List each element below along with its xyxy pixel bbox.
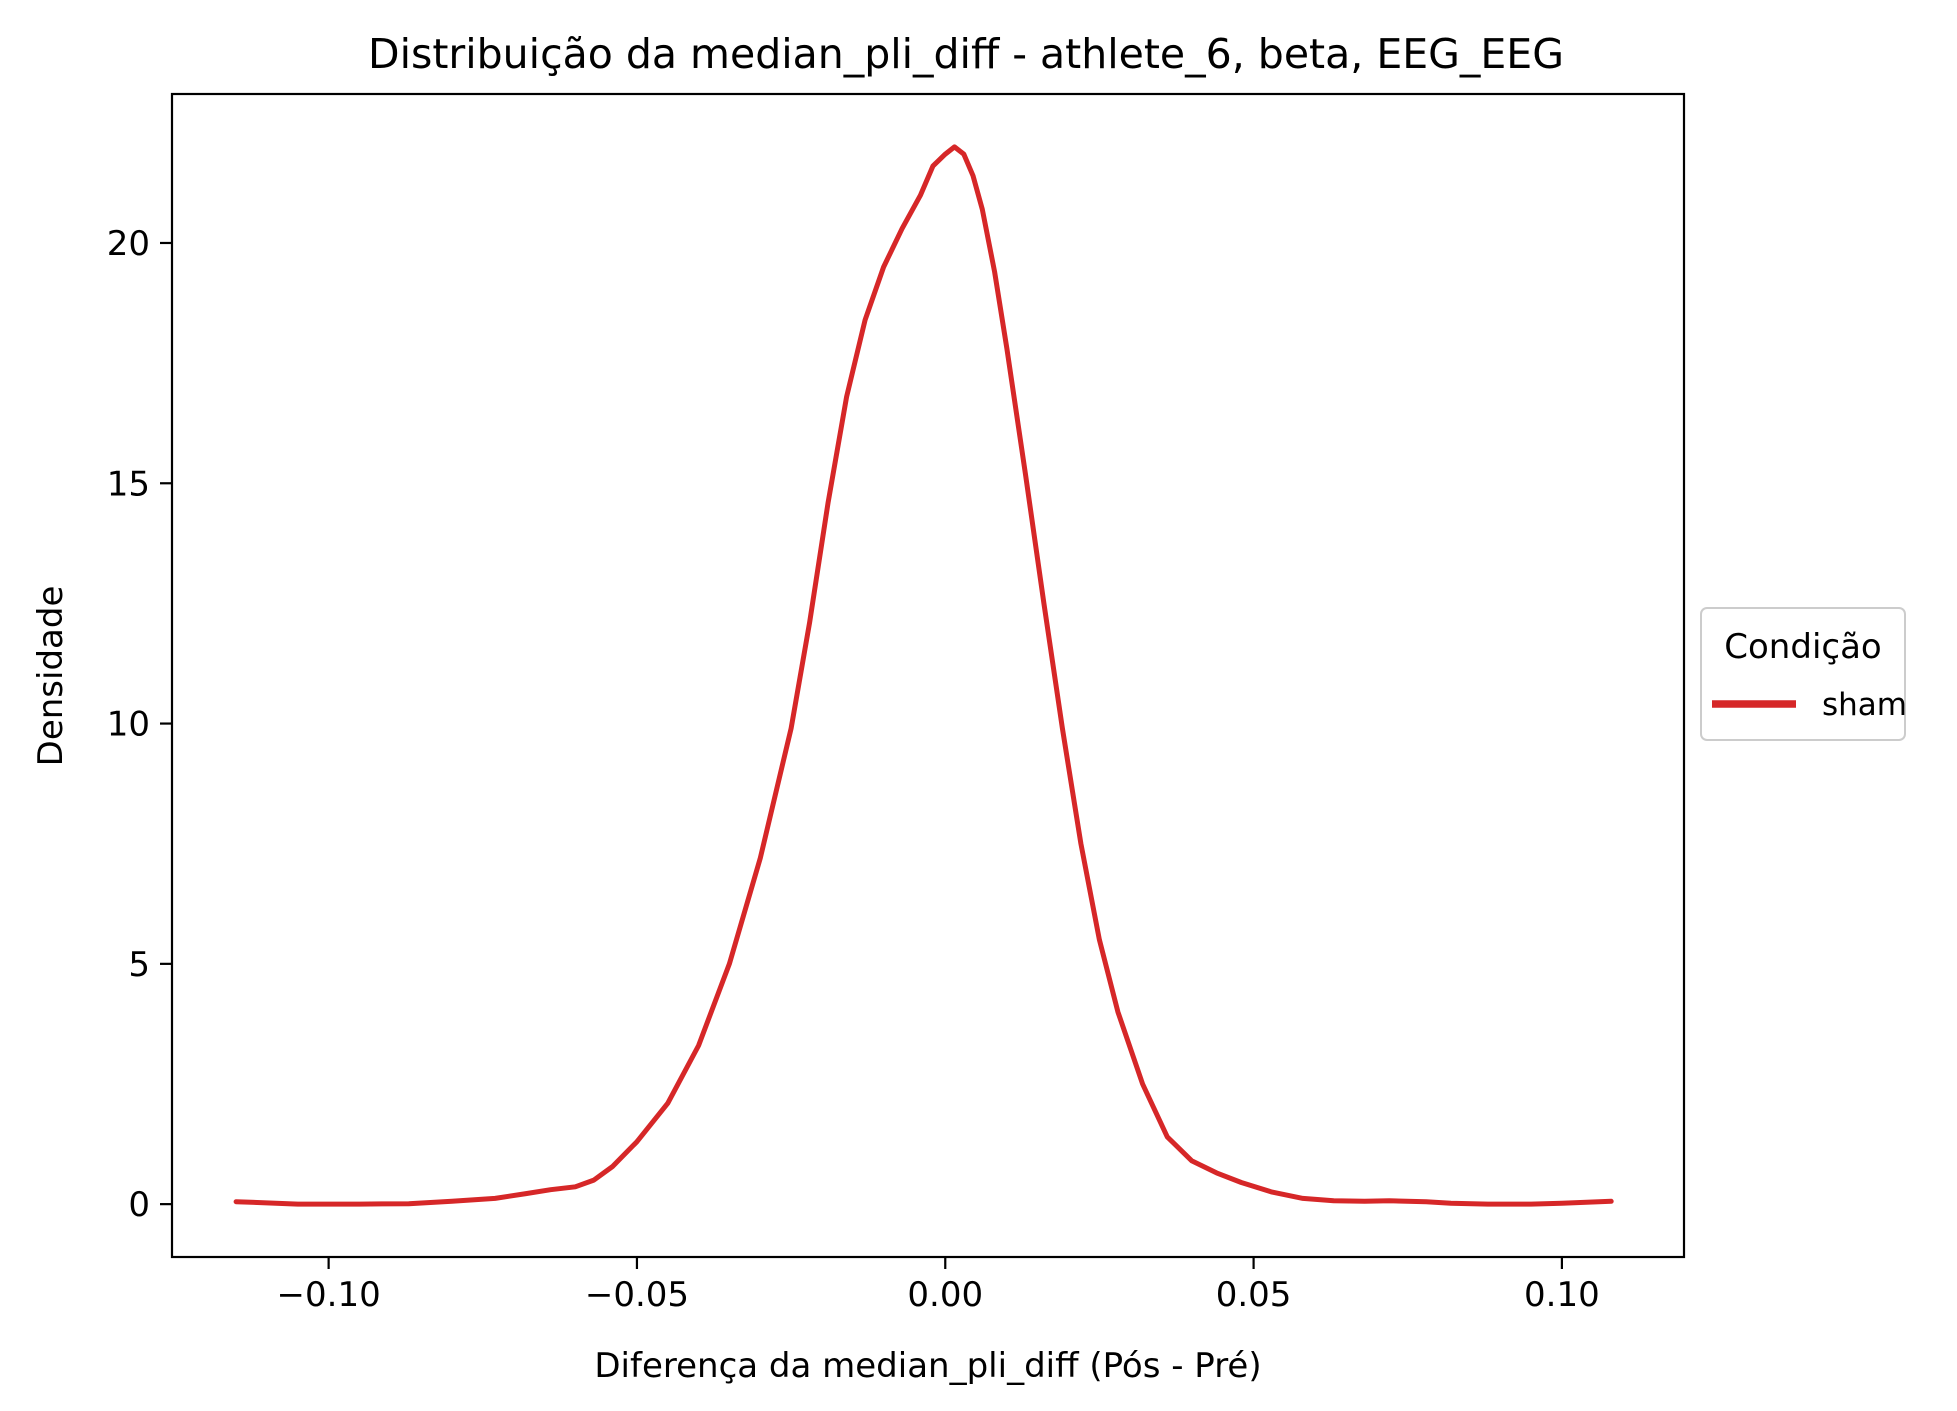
x-tick-label: 0.00 bbox=[907, 1275, 983, 1315]
y-tick-label: 20 bbox=[107, 224, 150, 264]
x-tick-label: 0.10 bbox=[1524, 1275, 1600, 1315]
kde-line-sham bbox=[233, 144, 1614, 1207]
axes-frame bbox=[170, 92, 1686, 1259]
x-tick-label: −0.05 bbox=[585, 1275, 689, 1315]
chart-title: Distribuição da median_pli_diff - athlet… bbox=[368, 30, 1564, 78]
x-axis-label: Diferença da median_pli_diff (Pós - Pré) bbox=[594, 1346, 1261, 1386]
y-tick-label: 10 bbox=[107, 705, 150, 745]
plot-area bbox=[233, 144, 1614, 1207]
y-axis: 0 5 10 15 20 bbox=[107, 224, 172, 1225]
legend: Condição sham bbox=[1700, 607, 1907, 741]
y-tick-label: 5 bbox=[128, 945, 150, 985]
y-axis-label: Densidade bbox=[31, 586, 71, 767]
y-tick-label: 15 bbox=[107, 464, 150, 504]
legend-label-sham: sham bbox=[1822, 687, 1907, 723]
x-tick-label: −0.10 bbox=[277, 1275, 381, 1315]
x-axis: −0.10 −0.05 0.00 0.05 0.10 bbox=[277, 1257, 1600, 1315]
legend-title: Condição bbox=[1724, 627, 1881, 667]
y-tick-label: 0 bbox=[128, 1185, 150, 1225]
x-tick-label: 0.05 bbox=[1216, 1275, 1292, 1315]
